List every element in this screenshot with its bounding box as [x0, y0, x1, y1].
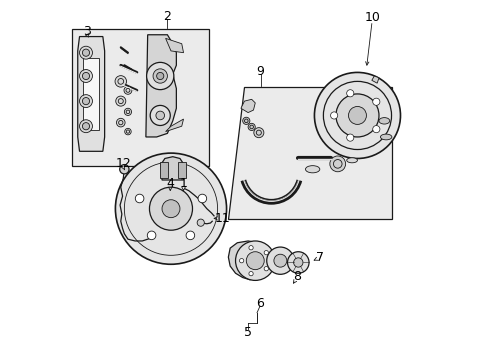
Polygon shape — [165, 39, 183, 53]
Circle shape — [80, 120, 92, 133]
Ellipse shape — [378, 118, 389, 124]
Polygon shape — [241, 99, 255, 113]
Circle shape — [147, 231, 156, 240]
Circle shape — [116, 118, 125, 127]
Text: 10: 10 — [364, 12, 379, 24]
Circle shape — [166, 171, 175, 180]
Circle shape — [264, 266, 268, 271]
Circle shape — [135, 194, 143, 203]
Text: 5: 5 — [244, 326, 252, 339]
Circle shape — [116, 96, 125, 106]
Circle shape — [146, 62, 174, 90]
Polygon shape — [228, 87, 391, 220]
Text: 9: 9 — [256, 65, 264, 78]
Text: 1: 1 — [179, 177, 187, 190]
Circle shape — [287, 252, 308, 273]
Polygon shape — [78, 37, 104, 151]
Text: 2: 2 — [163, 10, 171, 23]
Circle shape — [239, 258, 244, 263]
Circle shape — [293, 258, 303, 267]
Circle shape — [235, 241, 274, 280]
Circle shape — [82, 72, 89, 80]
Circle shape — [80, 95, 92, 108]
Circle shape — [149, 187, 192, 230]
Circle shape — [82, 49, 89, 56]
Circle shape — [115, 153, 226, 264]
Circle shape — [124, 108, 131, 116]
Text: 8: 8 — [293, 270, 301, 283]
Circle shape — [273, 254, 286, 267]
Circle shape — [82, 98, 89, 105]
Circle shape — [156, 72, 163, 80]
Circle shape — [264, 251, 268, 255]
Ellipse shape — [346, 158, 357, 163]
Text: 6: 6 — [255, 297, 264, 310]
Circle shape — [248, 271, 253, 276]
Polygon shape — [83, 58, 99, 130]
Polygon shape — [371, 76, 378, 83]
Text: 12: 12 — [115, 157, 131, 170]
Circle shape — [372, 126, 379, 133]
Circle shape — [253, 128, 264, 138]
Circle shape — [186, 231, 194, 240]
Circle shape — [348, 107, 366, 125]
Polygon shape — [228, 241, 265, 280]
Circle shape — [346, 90, 353, 97]
Circle shape — [246, 252, 264, 270]
Text: 7: 7 — [315, 251, 323, 264]
Circle shape — [120, 165, 129, 174]
Bar — [178, 162, 185, 178]
Polygon shape — [145, 35, 176, 137]
Circle shape — [242, 117, 249, 125]
Circle shape — [248, 246, 253, 250]
Circle shape — [150, 105, 170, 126]
Circle shape — [80, 69, 92, 82]
Circle shape — [162, 200, 180, 218]
Circle shape — [82, 123, 89, 130]
Circle shape — [335, 94, 378, 137]
Circle shape — [124, 86, 132, 94]
Bar — [72, 30, 208, 166]
Bar — [160, 162, 168, 178]
Circle shape — [197, 219, 204, 226]
Text: 3: 3 — [82, 25, 90, 38]
Circle shape — [247, 123, 255, 131]
Circle shape — [198, 194, 206, 203]
Circle shape — [124, 129, 131, 135]
Text: 4: 4 — [166, 177, 174, 190]
Circle shape — [372, 98, 379, 105]
Circle shape — [80, 46, 92, 59]
Polygon shape — [165, 119, 183, 132]
Circle shape — [346, 134, 353, 141]
Circle shape — [153, 69, 167, 83]
Circle shape — [156, 111, 164, 120]
Circle shape — [314, 72, 400, 158]
Text: 11: 11 — [215, 212, 230, 225]
Circle shape — [329, 156, 345, 172]
Polygon shape — [161, 157, 183, 180]
Circle shape — [115, 76, 126, 87]
Circle shape — [330, 112, 337, 119]
Circle shape — [266, 247, 293, 274]
Ellipse shape — [305, 166, 319, 173]
Ellipse shape — [380, 134, 391, 140]
